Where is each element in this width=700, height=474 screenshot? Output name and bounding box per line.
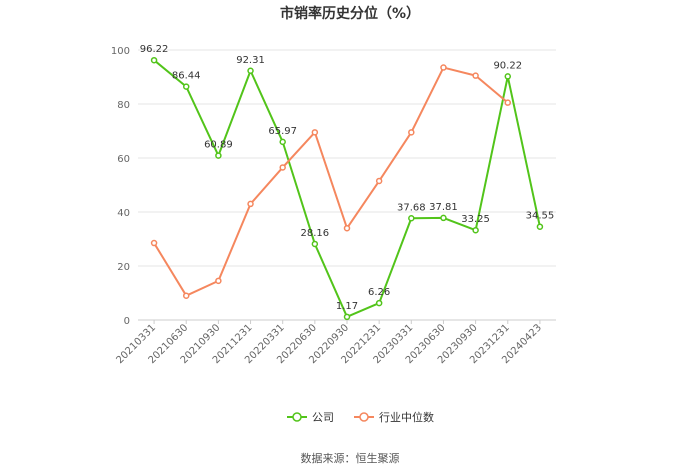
data-point-company [279, 138, 286, 146]
y-tick-label: 0 [124, 316, 130, 327]
data-label: 28.16 [301, 228, 330, 239]
data-point-industry [343, 224, 351, 232]
chart-title: 市销率历史分位（%） [279, 6, 421, 22]
data-point-company [536, 223, 544, 230]
data-point-company [311, 240, 319, 248]
data-label: 1.17 [336, 301, 358, 312]
data-point-company [440, 214, 447, 222]
data-point-industry [247, 200, 254, 208]
data-point-company [150, 56, 158, 64]
data-point-company [408, 215, 415, 222]
data-point-company [247, 67, 254, 75]
data-point-company [343, 313, 351, 321]
data-point-company [504, 73, 512, 80]
data-point-company [472, 226, 479, 234]
data-point-industry [215, 277, 222, 285]
data-label: 65.97 [268, 126, 297, 137]
data-point-industry [408, 129, 415, 136]
data-label: 37.81 [429, 202, 458, 213]
data-point-industry [375, 177, 383, 185]
data-point-company [215, 152, 222, 159]
data-label: 96.22 [140, 44, 169, 55]
legend-item-industry[interactable]: 行业中位数 [354, 410, 434, 424]
data-label: 6.26 [368, 287, 390, 298]
data-point-industry [150, 239, 158, 247]
data-point-industry [504, 99, 512, 106]
series-line-industry [153, 66, 509, 297]
y-tick-label: 20 [117, 262, 130, 273]
data-point-industry [440, 64, 447, 71]
data-point-company [375, 299, 383, 307]
legend-item-company[interactable]: 公司 [287, 411, 334, 424]
data-label: 90.22 [493, 60, 522, 71]
y-tick-label: 100 [111, 46, 130, 57]
data-point-industry [472, 72, 479, 79]
y-tick-label: 80 [117, 100, 130, 111]
legend-label: 行业中位数 [379, 410, 434, 424]
data-label: 37.68 [397, 202, 426, 213]
legend-marker-icon [292, 412, 302, 422]
y-tick-label: 60 [117, 154, 130, 165]
data-point-company [182, 83, 190, 90]
data-label: 34.55 [526, 211, 555, 222]
data-label: 86.44 [172, 71, 201, 82]
legend-marker-icon [359, 412, 369, 422]
data-label: 33.25 [461, 214, 490, 225]
data-point-industry [279, 164, 286, 171]
series-line-company [153, 59, 541, 318]
data-label: 60.89 [204, 140, 233, 151]
data-point-industry [182, 292, 190, 299]
legend-label: 公司 [312, 411, 334, 424]
y-tick-label: 40 [117, 208, 130, 219]
data-label: 92.31 [236, 55, 265, 66]
source-note: 数据来源：恒生聚源 [300, 452, 400, 465]
data-point-industry [311, 129, 319, 136]
